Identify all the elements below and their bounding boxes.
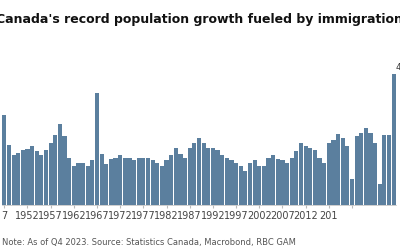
Bar: [95, 92, 99, 205]
Bar: [211, 148, 215, 205]
Bar: [67, 158, 71, 205]
Bar: [257, 166, 261, 205]
Bar: [271, 155, 275, 205]
Bar: [16, 152, 20, 205]
Bar: [350, 179, 354, 205]
Bar: [127, 158, 132, 205]
Bar: [39, 155, 44, 205]
Bar: [243, 171, 248, 205]
Bar: [118, 155, 122, 205]
Title: Canada's record population growth fueled by immigration: Canada's record population growth fueled…: [0, 13, 400, 26]
Bar: [225, 158, 229, 205]
Bar: [387, 135, 391, 205]
Bar: [392, 74, 396, 205]
Bar: [313, 150, 317, 205]
Bar: [359, 132, 363, 205]
Bar: [327, 142, 331, 205]
Bar: [109, 159, 113, 205]
Bar: [123, 158, 127, 205]
Bar: [26, 149, 30, 205]
Bar: [299, 142, 303, 205]
Bar: [35, 151, 39, 205]
Bar: [285, 162, 289, 205]
Bar: [146, 158, 150, 205]
Bar: [308, 148, 312, 205]
Bar: [90, 160, 94, 205]
Bar: [202, 142, 206, 205]
Bar: [331, 140, 336, 205]
Bar: [248, 162, 252, 205]
Bar: [216, 150, 220, 205]
Bar: [178, 154, 182, 205]
Bar: [100, 154, 104, 205]
Bar: [354, 136, 359, 205]
Bar: [150, 160, 155, 205]
Bar: [276, 159, 280, 205]
Bar: [368, 132, 372, 205]
Bar: [373, 142, 377, 205]
Bar: [197, 138, 201, 205]
Bar: [280, 160, 284, 205]
Bar: [160, 166, 164, 205]
Bar: [76, 162, 80, 205]
Bar: [341, 138, 345, 205]
Bar: [378, 184, 382, 205]
Bar: [114, 158, 118, 205]
Text: Note: As of Q4 2023. Source: Statistics Canada, Macrobond, RBC GAM: Note: As of Q4 2023. Source: Statistics …: [2, 238, 296, 248]
Bar: [30, 146, 34, 205]
Bar: [174, 148, 178, 205]
Bar: [336, 134, 340, 205]
Bar: [188, 148, 192, 205]
Bar: [12, 155, 16, 205]
Bar: [81, 162, 85, 205]
Bar: [21, 150, 25, 205]
Bar: [234, 162, 238, 205]
Bar: [44, 150, 48, 205]
Bar: [266, 158, 271, 205]
Bar: [192, 142, 196, 205]
Bar: [2, 115, 6, 205]
Bar: [72, 166, 76, 205]
Bar: [7, 145, 11, 205]
Text: 4%: 4%: [396, 64, 400, 72]
Bar: [53, 135, 57, 205]
Bar: [345, 146, 350, 205]
Bar: [304, 146, 308, 205]
Bar: [48, 142, 53, 205]
Bar: [229, 160, 234, 205]
Bar: [206, 148, 210, 205]
Bar: [141, 158, 146, 205]
Bar: [290, 158, 294, 205]
Bar: [364, 128, 368, 205]
Bar: [294, 151, 298, 205]
Bar: [104, 164, 108, 205]
Bar: [318, 158, 322, 205]
Bar: [132, 160, 136, 205]
Bar: [62, 136, 67, 205]
Bar: [220, 155, 224, 205]
Bar: [86, 166, 90, 205]
Bar: [183, 158, 187, 205]
Bar: [382, 135, 386, 205]
Bar: [164, 160, 169, 205]
Bar: [262, 166, 266, 205]
Bar: [169, 155, 173, 205]
Bar: [322, 162, 326, 205]
Bar: [58, 124, 62, 205]
Bar: [252, 160, 257, 205]
Bar: [155, 162, 159, 205]
Bar: [137, 158, 141, 205]
Bar: [239, 166, 243, 205]
